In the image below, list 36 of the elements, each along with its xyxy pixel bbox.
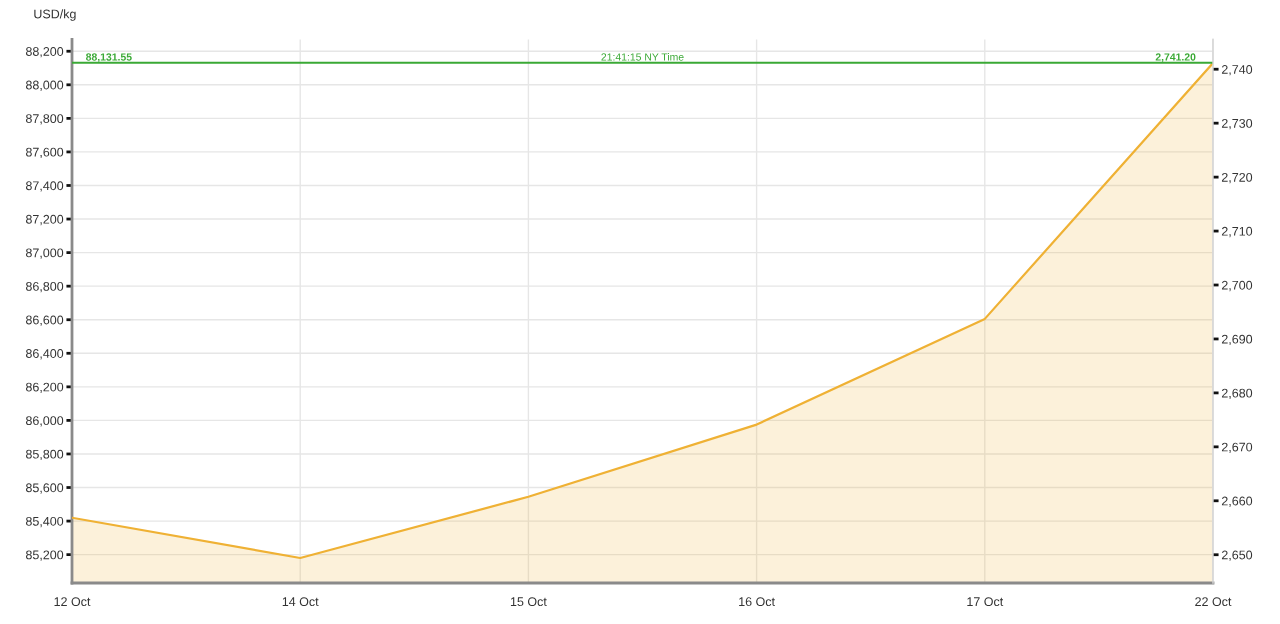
y-axis-title: USD/kg [34,9,76,21]
y2-tick-label: 2,670 [1221,442,1253,453]
y-tick-label: 85,800 [25,449,64,461]
y-tick-label: 86,000 [25,416,64,427]
y2-tick-label: 2,730 [1221,118,1253,130]
x-tick-label: 17 Oct [967,597,1004,607]
y-tick-label: 88,000 [25,80,64,91]
y-tick-label: 88,200 [25,47,64,58]
y-tick-label: 86,400 [25,349,64,360]
y2-tick-label: 2,740 [1221,65,1253,76]
y2-tick-label: 2,720 [1221,172,1253,184]
x-tick-label: 16 Oct [739,597,775,607]
y-tick-label: 87,000 [25,248,64,259]
y2-tick-label: 2,650 [1221,550,1253,561]
y-tick-label: 87,600 [25,147,64,159]
y-tick-label: 86,200 [25,382,64,393]
y-tick-label: 87,800 [25,114,64,125]
y-tick-label: 86,600 [25,315,64,326]
ref-line-label: 88,131.55 [86,53,132,63]
y2-tick-label: 2,690 [1221,334,1253,346]
x-tick-label: 14 Oct [282,597,319,607]
y-tick-label: 85,400 [25,516,64,528]
y2-tick-label: 2,680 [1221,388,1253,400]
y2-tick-label: 2,660 [1221,496,1253,507]
x-tick-label: 22 Oct [1195,597,1232,607]
x-tick-label: 12 Oct [54,597,91,607]
y2-tick-label: 2,710 [1221,226,1253,238]
y-tick-label: 86,800 [25,281,64,293]
x-tick-label: 15 Oct [510,597,547,607]
y-tick-label: 85,600 [25,483,64,494]
y-tick-label: 85,200 [25,550,64,561]
y-tick-label: 87,200 [25,214,64,226]
y2-tick-label: 2,700 [1221,280,1253,292]
y-tick-label: 87,400 [25,181,64,192]
annotation: 2,741.20 [1155,53,1196,63]
annotation: 21:41:15 NY Time [601,53,684,61]
